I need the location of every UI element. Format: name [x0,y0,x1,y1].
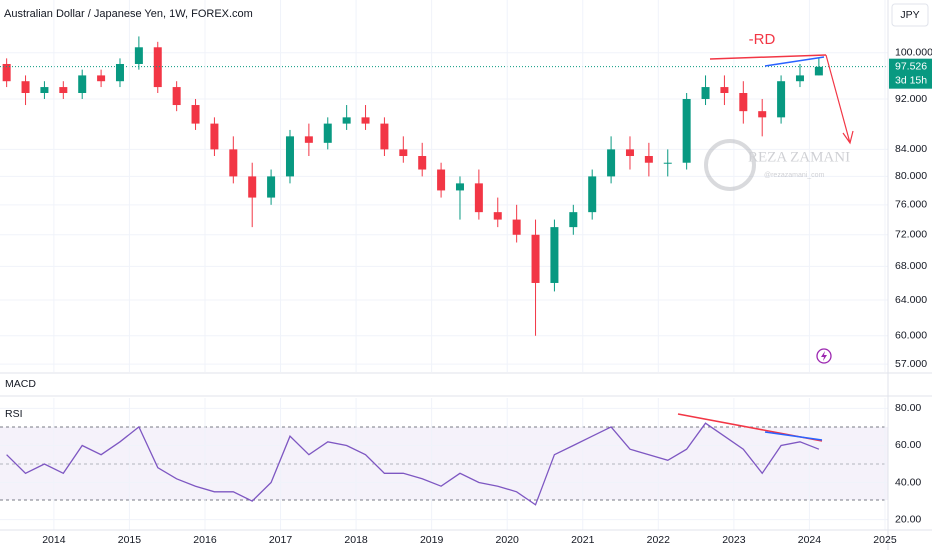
event-icon-bolt [821,351,827,361]
candle-body [663,162,672,164]
y-tick-label: 80.00 [895,402,921,414]
y-tick-label: 92.000 [895,93,927,105]
countdown: 3d 15h [895,74,927,86]
currency[interactable]: JPY [900,9,919,21]
candle-body [399,149,408,157]
last-price-box [889,58,932,89]
candle-body [380,123,389,150]
y-tick-label: 80.000 [895,170,927,182]
candle-body [777,81,786,118]
y-tick-label: 20.00 [895,513,921,525]
x-tick-label: 2019 [420,534,444,546]
candle-body [2,63,11,82]
y-tick-label: 60.00 [895,439,921,451]
x-tick-label: 2018 [344,534,368,546]
candle-body [248,176,257,198]
candle-body [569,212,578,228]
x-tick-label: 2022 [647,534,671,546]
x-tick-label: 2021 [571,534,595,546]
y-tick-label: 64.000 [895,294,927,306]
candle-body [814,66,823,76]
watermark-text: REZA ZAMANI [748,149,850,165]
candle-body [361,117,370,124]
macd-label: MACD [5,378,36,390]
candle-body [418,156,427,170]
watermark-sub: @rezazamani_com [764,172,825,179]
candle-body [701,87,710,99]
candle-body [682,98,691,163]
candle-body [342,117,351,124]
candle-body [607,149,616,177]
candle-body [455,183,464,191]
candle-body [229,149,238,177]
candle-body [191,105,200,124]
candle-body [172,87,181,106]
y-tick-label: 84.000 [895,143,927,155]
trendline [764,431,823,441]
watermark: REZA ZAMANI @rezazamani_com [704,139,850,191]
candle-body [210,123,219,150]
candle-body [267,176,276,198]
arrow [825,54,854,145]
candle-body [40,87,49,93]
candle-body [531,234,540,283]
y-tick-label: 100.000 [895,47,932,59]
candle-body [550,227,559,283]
candle-body [644,156,653,163]
x-tick-label: 2014 [42,534,66,546]
y-tick-label: 68.000 [895,260,927,272]
candle-body [21,81,30,93]
y-tick-label: 57.000 [895,358,927,370]
trendline [709,54,827,60]
candle-body [588,176,597,213]
event-icon[interactable] [816,348,832,364]
watermark-logo [704,139,756,191]
candle-body [437,169,446,191]
trendline [764,56,825,67]
rsi-line [6,422,820,506]
candle-body [739,92,748,112]
x-tick-label: 2020 [496,534,520,546]
candle-body [323,123,332,143]
y-tick-label: 76.000 [895,199,927,211]
candle-body [625,149,634,157]
x-tick-label: 2017 [269,534,293,546]
rsi-label: RSI [5,408,23,420]
candle-body [720,87,729,93]
y-tick-label: 40.00 [895,476,921,488]
x-tick-label: 2016 [193,534,217,546]
candle-body [134,47,143,64]
last-price: 97.526 [895,60,927,72]
x-tick-label: 2023 [722,534,746,546]
x-tick-label: 2015 [118,534,142,546]
candle-body [758,111,767,118]
candle-body [285,136,294,177]
candle-body [153,47,162,88]
candle-body [512,219,521,235]
currency-button[interactable] [891,3,929,27]
annotation: -RD [749,31,776,48]
chart-title: Australian Dollar / Japanese Yen, 1W, FO… [4,8,253,20]
candle-body [493,212,502,220]
candle-body [474,183,483,213]
y-tick-label: 60.000 [895,330,927,342]
candle-body [78,75,87,93]
y-tick-label: 72.000 [895,229,927,241]
x-tick-label: 2024 [798,534,822,546]
candle-body [115,63,124,82]
candle-body [304,136,313,143]
candle-body [59,87,68,93]
candle-body [97,75,106,82]
x-tick-label: 2025 [873,534,897,546]
candle-body [795,75,804,82]
plot [0,0,888,530]
